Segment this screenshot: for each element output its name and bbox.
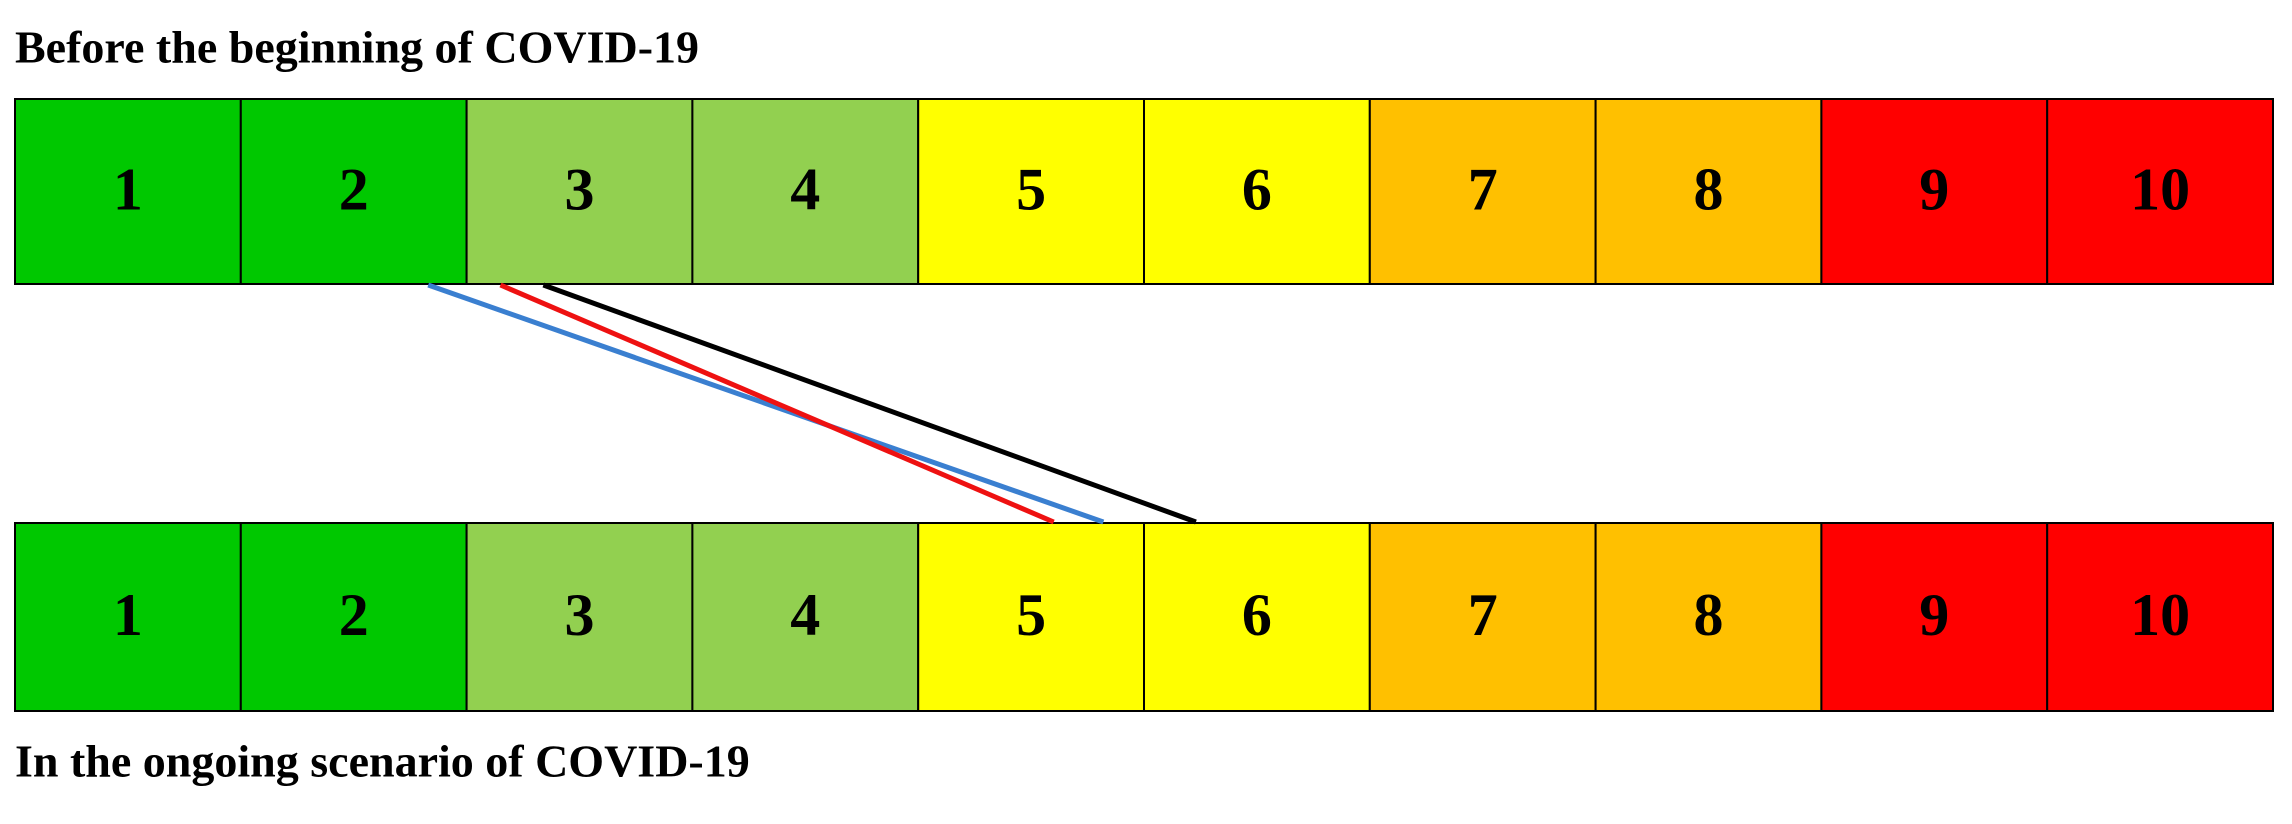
scale-number: 1 xyxy=(113,156,143,222)
scale-number: 9 xyxy=(1919,156,1949,222)
scale-cell xyxy=(465,522,694,712)
scale-cell xyxy=(1820,98,2049,285)
scale-cell xyxy=(917,522,1146,712)
scale-cell xyxy=(1143,98,1371,285)
scale-number: 5 xyxy=(1016,582,1046,648)
scale-number: 7 xyxy=(1468,156,1498,222)
top-title: Before the beginning of COVID-19 xyxy=(15,22,699,73)
scale-cell xyxy=(14,98,242,285)
scale-cell xyxy=(465,98,694,285)
scale-number: 2 xyxy=(339,582,369,648)
scale-cell xyxy=(917,98,1146,285)
scale-number: 8 xyxy=(1694,156,1724,222)
shift-line xyxy=(542,282,1197,525)
scale-cell xyxy=(2046,98,2274,285)
scale-number: 1 xyxy=(113,582,143,648)
scale-cell xyxy=(691,98,920,285)
scale-number: 6 xyxy=(1242,156,1272,222)
scale-number: 9 xyxy=(1919,582,1949,648)
scale-number: 3 xyxy=(565,582,595,648)
shift-line xyxy=(499,282,1055,525)
scale-number: 5 xyxy=(1016,156,1046,222)
scale-number: 4 xyxy=(790,582,820,648)
scale-cell xyxy=(1594,522,1823,712)
scale-number: 7 xyxy=(1468,582,1498,648)
shift-line xyxy=(427,282,1105,525)
scale-number: 10 xyxy=(2130,582,2190,648)
scale-number: 2 xyxy=(339,156,369,222)
scale-cell xyxy=(239,522,468,712)
scale-number: 3 xyxy=(565,156,595,222)
scale-number: 6 xyxy=(1242,582,1272,648)
scale-cell xyxy=(1368,98,1597,285)
scale-cell xyxy=(1368,522,1597,712)
scale-cell xyxy=(1820,522,2049,712)
scale-number: 4 xyxy=(790,156,820,222)
bottom-title: In the ongoing scenario of COVID-19 xyxy=(15,736,750,787)
scale-cell xyxy=(1143,522,1371,712)
scale-cell xyxy=(691,522,920,712)
scale-cell xyxy=(239,98,468,285)
scale-number: 8 xyxy=(1694,582,1724,648)
scale-cell xyxy=(1594,98,1823,285)
scale-cell xyxy=(2046,522,2274,712)
scale-number: 10 xyxy=(2130,156,2190,222)
